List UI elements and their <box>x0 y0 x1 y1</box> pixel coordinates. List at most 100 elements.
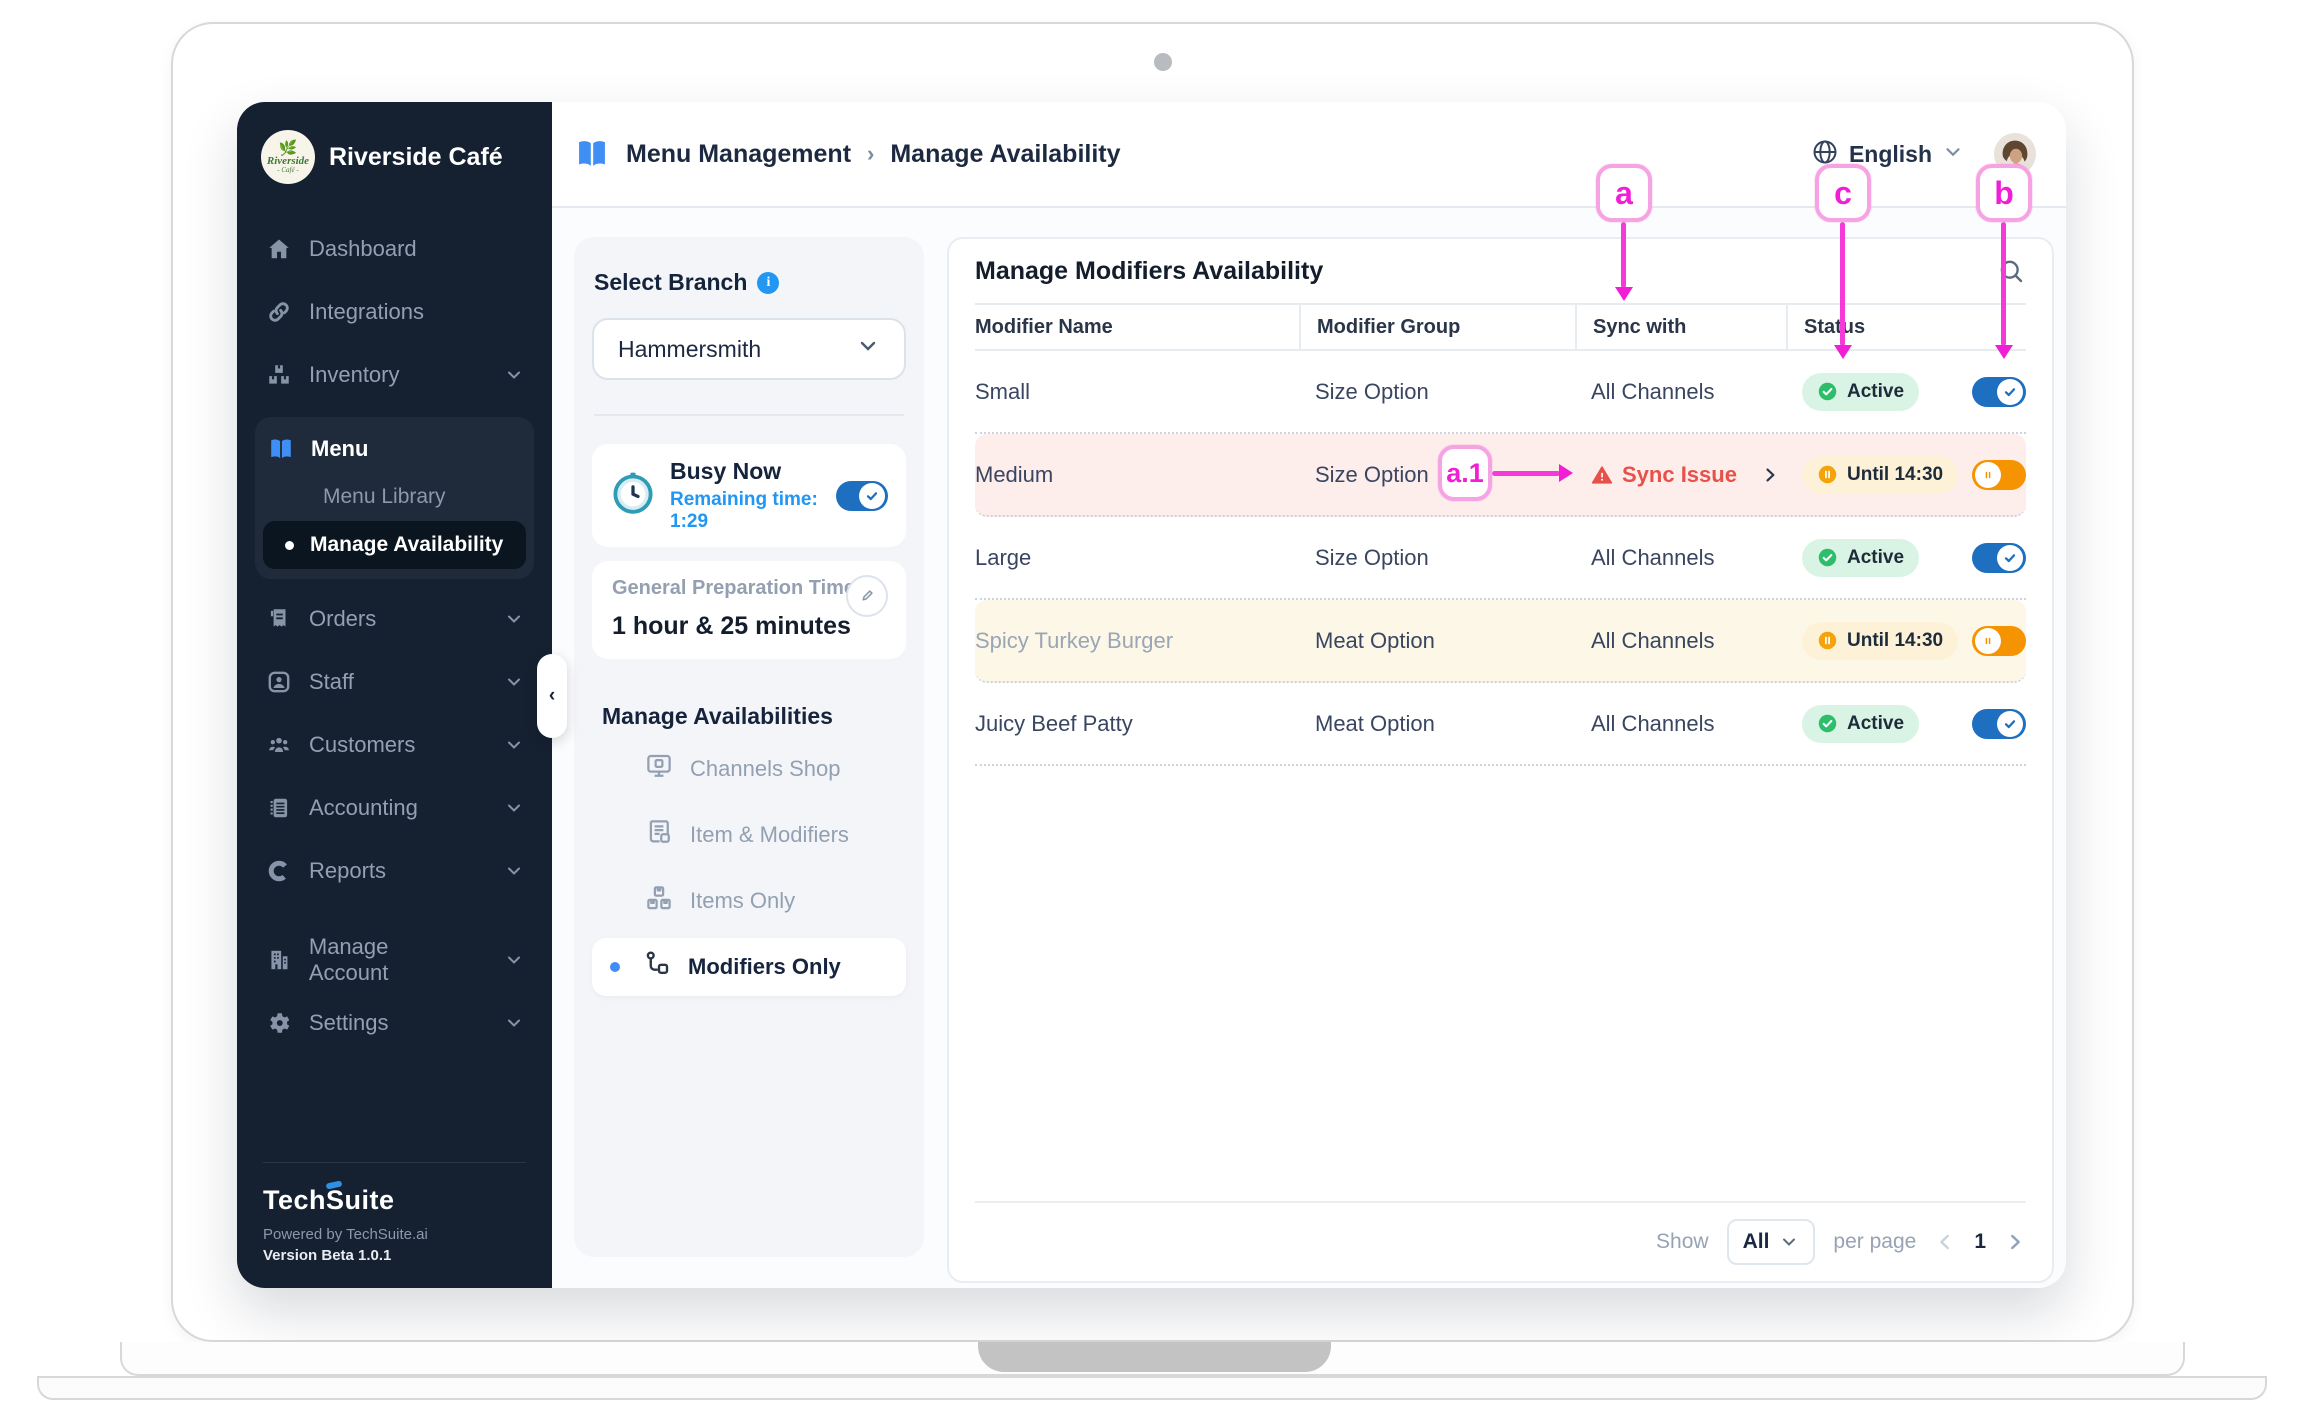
check-circle-icon <box>1817 381 1838 402</box>
sidebar-item-label: Menu <box>311 436 369 461</box>
availability-toggle[interactable] <box>1972 542 2026 573</box>
selected-dot <box>610 962 620 972</box>
person-badge-icon <box>265 668 293 696</box>
edit-prep-time-button[interactable] <box>846 575 888 617</box>
donut-chart-icon <box>265 857 293 885</box>
sidebar-item-customers[interactable]: Customers <box>255 722 534 768</box>
clock-icon <box>610 470 656 521</box>
table-header-row: Modifier Name Modifier Group Sync with S… <box>975 305 2026 351</box>
sidebar-item-manage-account[interactable]: Manage Account <box>255 934 534 985</box>
logo-text-bottom: - Café - <box>277 165 299 174</box>
sidebar-item-menu[interactable]: Menu <box>263 425 526 473</box>
sidebar-item-staff[interactable]: Staff <box>255 659 534 705</box>
topbar: Menu Management › Manage Availability En… <box>552 102 2066 208</box>
branch-dropdown[interactable]: Hammersmith <box>592 318 906 380</box>
sidebar-item-inventory[interactable]: Inventory <box>255 352 534 398</box>
home-icon <box>265 235 293 263</box>
sidebar-nav: Dashboard Integrations <box>255 226 534 1063</box>
check-circle-icon <box>1817 713 1838 734</box>
sidebar-item-label: Settings <box>309 1010 389 1035</box>
people-icon <box>265 731 293 759</box>
availability-option-items-only[interactable]: Items Only <box>592 872 906 930</box>
previous-page-button[interactable] <box>1934 1231 1956 1253</box>
sidebar-item-integrations[interactable]: Integrations <box>255 289 534 335</box>
sidebar-item-label: Inventory <box>309 362 400 387</box>
availability-option-label: Item & Modifiers <box>690 822 849 847</box>
modifier-name: Spicy Turkey Burger <box>975 627 1174 653</box>
current-page-number: 1 <box>1974 1230 1986 1253</box>
sidebar-collapse-button[interactable]: ‹ <box>537 654 567 738</box>
busy-now-card: Busy Now Remaining time: 1:29 <box>592 444 906 547</box>
sidebar-item-label: Customers <box>309 732 416 757</box>
annotation-arrowhead-b <box>1995 345 2013 359</box>
sidebar-item-manage-availability[interactable]: Manage Availability <box>263 521 526 569</box>
sidebar-item-settings[interactable]: Settings <box>255 1000 534 1046</box>
prep-time-card: General Preparation Time 1 hour & 25 min… <box>592 561 906 659</box>
availability-option-channels-shop[interactable]: Channels Shop <box>592 740 906 798</box>
availability-toggle[interactable] <box>1972 708 2026 739</box>
modifier-group: Size Option <box>1315 378 1429 404</box>
logo-text-top: Riverside <box>266 154 310 167</box>
status-badge: Active <box>1802 704 1920 743</box>
boxes-icon <box>265 361 293 389</box>
annotation-marker-c: c <box>1815 164 1871 222</box>
version-text: Version Beta 1.0.1 <box>263 1247 392 1264</box>
next-page-button[interactable] <box>2004 1231 2026 1253</box>
sidebar-item-orders[interactable]: Orders <box>255 596 534 642</box>
sidebar-item-reports[interactable]: Reports <box>255 848 534 894</box>
prep-time-label: General Preparation Time <box>612 577 856 599</box>
page-size-dropdown[interactable]: All <box>1726 1219 1816 1265</box>
modifier-group: Size Option <box>1315 461 1429 487</box>
footer-divider <box>263 1162 526 1163</box>
sidebar-item-label: Manage Account <box>308 934 389 985</box>
chevron-down-icon <box>504 672 524 692</box>
riverside-logo: 🌿 Riverside - Café - <box>261 130 315 184</box>
annotation-arrowhead-a <box>1615 287 1633 301</box>
availability-toggle[interactable] <box>1972 625 2026 656</box>
availability-toggle[interactable] <box>1972 376 2026 407</box>
webcam-dot <box>1154 53 1172 71</box>
sidebar-item-dashboard[interactable]: Dashboard <box>255 226 534 272</box>
availability-option-label: Modifiers Only <box>688 954 841 979</box>
page-size-value: All <box>1742 1230 1770 1253</box>
annotation-arrow-b <box>2001 222 2006 346</box>
sidebar-item-label: Orders <box>309 606 377 631</box>
annotation-marker-a: a <box>1596 164 1652 222</box>
column-header-modifier-name: Modifier Name <box>975 315 1113 338</box>
sidebar-item-accounting[interactable]: Accounting <box>255 785 534 831</box>
table-footer: Show All per page 1 <box>975 1201 2026 1281</box>
availability-option-modifiers-only[interactable]: Modifiers Only <box>592 938 906 996</box>
breadcrumb-parent[interactable]: Menu Management <box>626 139 852 168</box>
busy-now-toggle[interactable] <box>836 480 888 511</box>
info-icon[interactable]: i <box>757 271 780 294</box>
annotation-arrow-a1 <box>1492 471 1560 476</box>
sync-with-value: All Channels <box>1591 710 1715 736</box>
sync-issue-link[interactable]: Sync Issue <box>1591 462 1780 488</box>
branch-dropdown-value: Hammersmith <box>618 335 762 362</box>
annotation-marker-a1: a.1 <box>1438 445 1492 501</box>
menu-book-icon <box>574 136 610 172</box>
sidebar-item-menu-library[interactable]: Menu Library <box>263 473 526 521</box>
status-badge: Active <box>1802 372 1920 411</box>
link-icon <box>265 298 293 326</box>
menu-book-icon <box>267 435 295 463</box>
toggle-knob <box>1997 710 2023 737</box>
sidebar-item-label: Manage Availability <box>310 533 504 556</box>
table-row: Large Size Option All Channels Active <box>975 517 2026 600</box>
chevron-down-icon <box>504 735 524 755</box>
table-row: Juicy Beef Patty Meat Option All Channel… <box>975 683 2026 766</box>
status-text: Active <box>1847 546 1905 568</box>
pause-circle-icon <box>1817 630 1838 651</box>
laptop-stand <box>37 1376 2267 1400</box>
language-selector[interactable]: English <box>1811 138 1964 171</box>
annotation-arrowhead-c <box>1834 345 1852 359</box>
techsuite-logo: TechSuite <box>263 1185 395 1215</box>
sidebar-item-label: Staff <box>309 669 354 694</box>
breadcrumb-current: Manage Availability <box>890 139 1121 168</box>
status-text: Active <box>1847 712 1905 734</box>
sidebar: 🌿 Riverside - Café - Riverside Café Dash… <box>237 102 552 1288</box>
availability-toggle[interactable] <box>1972 459 2026 490</box>
availability-option-item-modifiers[interactable]: Item & Modifiers <box>592 806 906 864</box>
globe-icon <box>1811 138 1839 171</box>
